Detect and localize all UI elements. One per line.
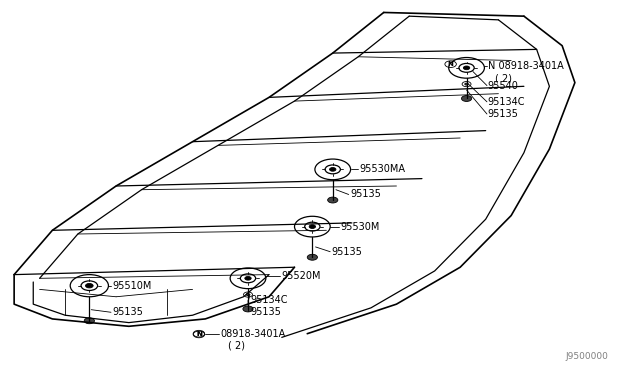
- Circle shape: [84, 318, 95, 324]
- Circle shape: [328, 197, 338, 203]
- Text: 95134C: 95134C: [488, 97, 525, 107]
- Text: 08918-3401A: 08918-3401A: [221, 329, 286, 339]
- Text: N 08918-3401A: N 08918-3401A: [488, 61, 563, 71]
- Text: ( 2): ( 2): [228, 340, 244, 350]
- Circle shape: [246, 294, 250, 296]
- Text: 95510M: 95510M: [112, 281, 152, 291]
- Circle shape: [461, 96, 472, 102]
- Text: 95135: 95135: [112, 307, 143, 317]
- Text: N: N: [448, 61, 454, 67]
- Text: N: N: [196, 331, 202, 337]
- Text: 95530MA: 95530MA: [360, 164, 406, 174]
- Circle shape: [330, 167, 336, 171]
- Circle shape: [86, 283, 93, 288]
- Text: J9500000: J9500000: [565, 352, 608, 361]
- Text: 95540: 95540: [488, 81, 518, 90]
- Text: 95520M: 95520M: [282, 272, 321, 282]
- Circle shape: [465, 83, 468, 85]
- Text: N: N: [196, 331, 202, 337]
- Text: 95135: 95135: [350, 189, 381, 199]
- Text: 95135: 95135: [250, 307, 281, 317]
- Text: 95134C: 95134C: [250, 295, 287, 305]
- Text: 95530M: 95530M: [340, 222, 380, 232]
- Text: ( 2): ( 2): [495, 74, 512, 84]
- Text: 95135: 95135: [488, 109, 518, 119]
- Circle shape: [307, 254, 317, 260]
- Circle shape: [245, 276, 251, 280]
- Circle shape: [309, 225, 316, 228]
- Circle shape: [243, 306, 253, 312]
- Text: 95135: 95135: [332, 247, 362, 257]
- Circle shape: [463, 66, 470, 70]
